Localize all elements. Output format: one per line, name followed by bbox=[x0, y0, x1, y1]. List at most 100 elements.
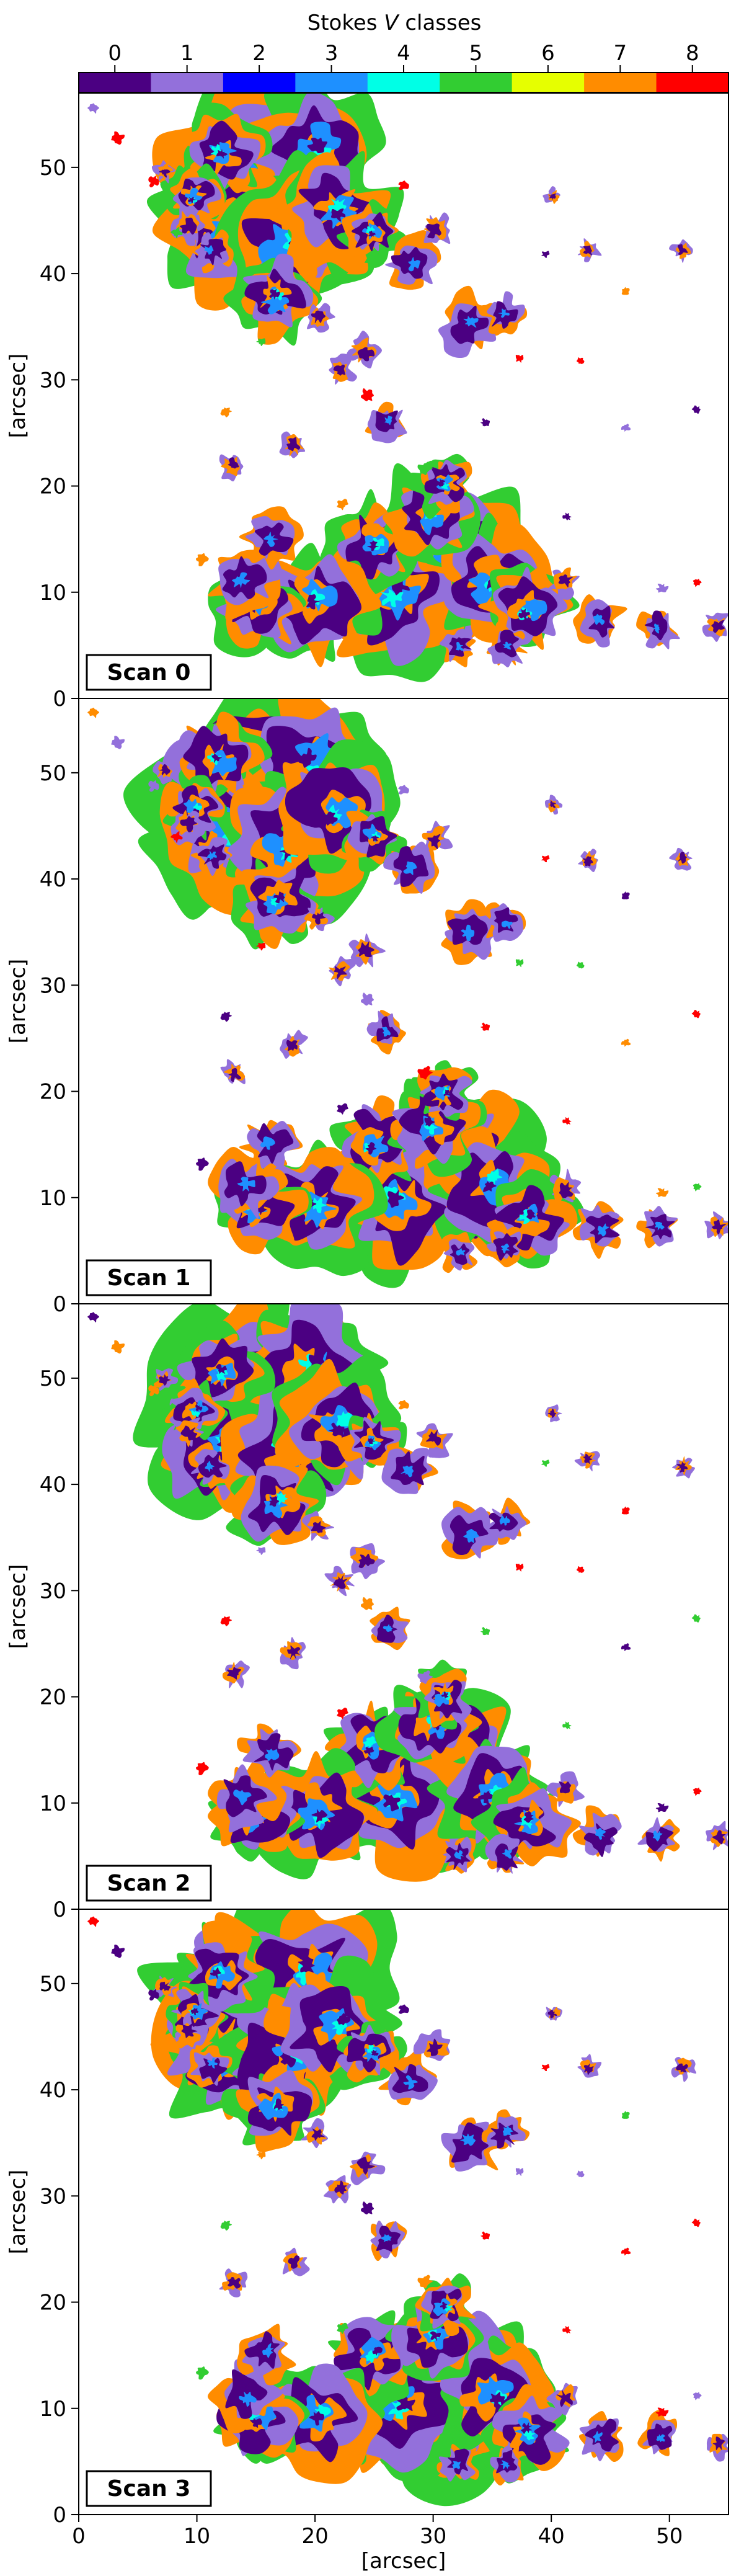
y-tick-label: 40 bbox=[40, 867, 66, 892]
scan-label: Scan 3 bbox=[86, 2470, 212, 2507]
class-4-region bbox=[311, 1197, 327, 1214]
x-tick-label: 30 bbox=[420, 2524, 446, 2549]
class-0-region bbox=[518, 608, 530, 620]
class-3-region bbox=[381, 2234, 392, 2242]
colorbar-swatch-2 bbox=[223, 73, 296, 92]
class-1-speck bbox=[621, 424, 631, 432]
class-7-speck bbox=[361, 1597, 374, 1610]
class-map bbox=[87, 698, 728, 1288]
class-8-speck bbox=[111, 131, 125, 145]
class-5-speck bbox=[576, 961, 585, 969]
x-axis-label: [arcsec] bbox=[361, 2549, 446, 2574]
class-0-region bbox=[396, 2396, 415, 2412]
class-0-region bbox=[427, 2038, 443, 2056]
class-8-speck bbox=[515, 354, 524, 363]
class-3-region bbox=[261, 287, 290, 314]
class-4-region bbox=[363, 1736, 377, 1748]
class-0-region bbox=[298, 747, 317, 768]
class-4-region bbox=[366, 226, 376, 234]
class-1-speck bbox=[693, 2392, 702, 2400]
class-0-region bbox=[330, 208, 346, 221]
class-0-speck bbox=[148, 1989, 159, 2001]
class-7-speck bbox=[148, 1384, 159, 1397]
class-5-speck bbox=[621, 2111, 630, 2119]
class-0-speck bbox=[196, 1157, 209, 1171]
class-4-region bbox=[207, 753, 221, 765]
class-3-region bbox=[403, 2075, 418, 2090]
y-tick-label: 10 bbox=[40, 1186, 66, 1211]
y-tick-label: 0 bbox=[53, 1292, 66, 1317]
class-0-region bbox=[678, 852, 687, 864]
class-4-region bbox=[191, 1410, 200, 1418]
class-0-region bbox=[383, 1794, 401, 1812]
class-0-region bbox=[583, 1453, 593, 1464]
colorbar-swatch-8 bbox=[656, 73, 729, 92]
class-4-region bbox=[210, 144, 224, 156]
class-0-region bbox=[328, 1422, 345, 1437]
class-4-region bbox=[274, 1492, 288, 1505]
class-0-region bbox=[306, 594, 320, 610]
class-0-region bbox=[523, 1811, 534, 1823]
class-map bbox=[87, 1304, 738, 1882]
class-0-region bbox=[200, 238, 226, 265]
x-tick-label: 50 bbox=[656, 2524, 683, 2549]
class-4-region bbox=[487, 1168, 503, 1185]
class-0-region bbox=[441, 1691, 449, 1698]
class-8-speck bbox=[562, 2325, 572, 2334]
class-8-speck bbox=[398, 180, 409, 190]
class-0-region bbox=[583, 245, 593, 256]
class-3-region bbox=[190, 2003, 208, 2020]
class-8-speck bbox=[541, 2064, 550, 2072]
class-0-region bbox=[372, 2346, 383, 2356]
colorbar-tick-label: 2 bbox=[252, 41, 266, 66]
colorbar-title: Stokes V classes bbox=[308, 11, 482, 35]
class-0-region bbox=[159, 1981, 171, 1991]
class-3-region bbox=[362, 823, 382, 843]
class-7-speck bbox=[87, 707, 99, 718]
class-0-region bbox=[477, 1791, 494, 1804]
class-3-region bbox=[320, 1405, 356, 1435]
class-3-region bbox=[502, 2126, 513, 2136]
class-0-region bbox=[180, 1425, 198, 1441]
class-0-region bbox=[195, 1404, 203, 1412]
class-8-speck bbox=[480, 2231, 490, 2240]
class-8-speck bbox=[621, 2247, 631, 2256]
class-0-region bbox=[215, 1364, 227, 1374]
class-3-region bbox=[461, 924, 475, 942]
y-tick-label: 10 bbox=[40, 581, 66, 605]
class-0-region bbox=[676, 2063, 688, 2072]
class-0-region bbox=[228, 1068, 241, 1082]
class-3-region bbox=[597, 1223, 609, 1237]
class-7-speck bbox=[256, 2151, 266, 2160]
class-0-region bbox=[363, 1747, 374, 1756]
colorbar: Stokes V classes 0 1 2 3 4 5 6 7 8 bbox=[78, 11, 729, 93]
class-0-region bbox=[307, 138, 327, 154]
class-0-region bbox=[356, 2157, 375, 2175]
class-7-speck bbox=[170, 2039, 183, 2052]
class-3-region bbox=[652, 1830, 663, 1842]
class-0-region bbox=[556, 2389, 573, 2407]
class-0-region bbox=[298, 1955, 315, 1976]
class-5-speck bbox=[256, 338, 266, 347]
class-0-region bbox=[495, 1843, 518, 1871]
class-0-region bbox=[311, 1809, 328, 1823]
class-0-region bbox=[311, 2128, 326, 2141]
class-map bbox=[87, 1909, 728, 2507]
class-1-speck bbox=[87, 103, 99, 114]
class-3-region bbox=[264, 532, 278, 547]
class-0-region bbox=[368, 230, 376, 238]
class-8-speck bbox=[541, 855, 550, 863]
class-0-speck bbox=[730, 1689, 738, 1696]
class-1-speck bbox=[111, 736, 125, 749]
class-0-region bbox=[558, 574, 574, 588]
class-0-region bbox=[216, 149, 228, 159]
class-7-speck bbox=[398, 1400, 409, 1410]
y-axis-label: [arcsec] bbox=[6, 2170, 30, 2255]
class-4-region bbox=[444, 2304, 453, 2312]
class-1-speck bbox=[417, 1670, 433, 1684]
class-3-region bbox=[593, 613, 605, 625]
class-7-region bbox=[514, 1206, 550, 1237]
class-3-region bbox=[233, 1789, 252, 1806]
class-0-region bbox=[159, 764, 170, 775]
class-8-speck bbox=[691, 2218, 701, 2227]
